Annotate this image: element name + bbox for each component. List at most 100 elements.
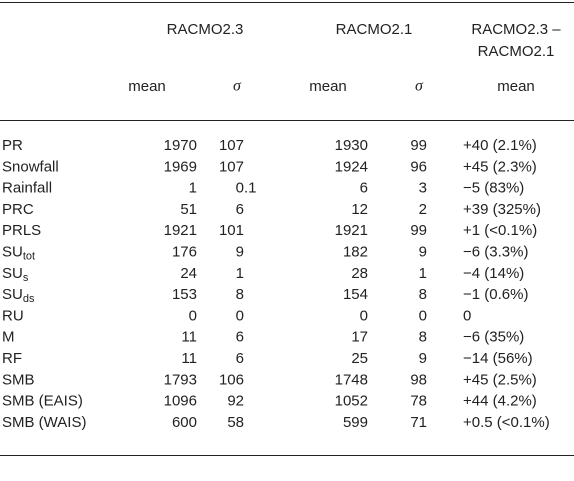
- cell: +1 (<0.1%): [463, 222, 537, 239]
- sub-header: σ: [233, 78, 242, 95]
- cell: 58: [227, 414, 244, 431]
- cell: 600: [172, 414, 197, 431]
- cell: 1921: [335, 222, 368, 239]
- cell: +40 (2.1%): [463, 137, 537, 154]
- cell: 0.1: [236, 180, 257, 197]
- row-label-text: SU: [2, 265, 23, 282]
- row-label: SMB: [2, 371, 35, 388]
- cell: 0: [236, 307, 244, 324]
- cell: 6: [236, 201, 244, 218]
- cell: 9: [236, 243, 244, 260]
- cell: 6: [236, 350, 244, 367]
- group-header: RACMO2.1: [336, 21, 413, 38]
- cell: 0: [463, 307, 471, 324]
- cell: 1052: [335, 393, 368, 410]
- cell: 24: [180, 265, 197, 282]
- cell: 101: [219, 222, 244, 239]
- group-header: RACMO2.1: [478, 43, 555, 60]
- row-label: SUtot: [2, 243, 35, 262]
- row-label-text: SMB (EAIS): [2, 393, 83, 410]
- cell: +45 (2.5%): [463, 371, 537, 388]
- group-header: RACMO2.3: [167, 21, 244, 38]
- cell: 9: [419, 243, 427, 260]
- cell: 182: [343, 243, 368, 260]
- row-label-text: Rainfall: [2, 180, 52, 197]
- cell: +0.5 (<0.1%): [463, 414, 550, 431]
- cell: 8: [419, 329, 427, 346]
- row-label: RU: [2, 307, 24, 324]
- row-label: PR: [2, 137, 23, 154]
- row-label-text: Snowfall: [2, 158, 59, 175]
- cell: 1: [236, 265, 244, 282]
- cell: 11: [181, 350, 197, 367]
- row-label: Rainfall: [2, 180, 52, 197]
- sub-header: mean: [309, 78, 347, 95]
- cell: 96: [410, 158, 427, 175]
- cell: 1969: [164, 158, 197, 175]
- cell: 71: [410, 414, 427, 431]
- cell: 1924: [335, 158, 368, 175]
- cell: 99: [410, 137, 427, 154]
- row-label-sub: ds: [23, 293, 35, 305]
- cell: 8: [236, 286, 244, 303]
- cell: 599: [343, 414, 368, 431]
- cell: 11: [181, 329, 197, 346]
- cell: −4 (14%): [463, 265, 524, 282]
- cell: +45 (2.3%): [463, 158, 537, 175]
- cell: 9: [419, 350, 427, 367]
- row-label: SUds: [2, 286, 35, 305]
- cell: 1: [189, 180, 197, 197]
- cell: 2: [419, 201, 427, 218]
- cell: 106: [219, 371, 244, 388]
- row-label: SMB (EAIS): [2, 393, 83, 410]
- row-label: RF: [2, 350, 22, 367]
- cell: 28: [351, 265, 368, 282]
- cell: 1970: [164, 137, 197, 154]
- row-label: PRLS: [2, 222, 41, 239]
- cell: 1793: [164, 371, 197, 388]
- row-label-text: RF: [2, 350, 22, 367]
- cell: 51: [180, 201, 197, 218]
- row-label: M: [2, 329, 15, 346]
- cell: 1921: [164, 222, 197, 239]
- cell: 99: [410, 222, 427, 239]
- row-label-text: SMB (WAIS): [2, 414, 86, 431]
- cell: 0: [360, 307, 368, 324]
- cell: 25: [351, 350, 368, 367]
- row-label-text: M: [2, 329, 15, 346]
- row-label-text: RU: [2, 307, 24, 324]
- cell: 1096: [164, 393, 197, 410]
- cell: 154: [343, 286, 368, 303]
- row-label-sub: tot: [23, 250, 35, 262]
- cell: 98: [410, 371, 427, 388]
- cell: 17: [351, 329, 368, 346]
- row-label: SMB (WAIS): [2, 414, 86, 431]
- row-label-sub: s: [23, 272, 29, 284]
- row-label-text: SU: [2, 286, 23, 303]
- cell: 6: [360, 180, 368, 197]
- cell: −1 (0.6%): [463, 286, 528, 303]
- cell: 6: [236, 329, 244, 346]
- row-label-text: PRC: [2, 201, 34, 218]
- row-label: SUs: [2, 265, 29, 284]
- cell: 78: [410, 393, 427, 410]
- cell: 8: [419, 286, 427, 303]
- row-label-text: PRLS: [2, 222, 41, 239]
- cell: 92: [227, 393, 244, 410]
- sub-header: mean: [497, 78, 535, 95]
- group-header: RACMO2.3 –: [471, 21, 561, 38]
- cell: −6 (3.3%): [463, 243, 528, 260]
- cell: 1748: [335, 371, 368, 388]
- cell: 1930: [335, 137, 368, 154]
- cell: −6 (35%): [463, 329, 524, 346]
- cell: 12: [351, 201, 368, 218]
- cell: 3: [419, 180, 427, 197]
- cell: 107: [219, 137, 244, 154]
- cell: +39 (325%): [463, 201, 541, 218]
- row-label-text: SU: [2, 243, 23, 260]
- cell: +44 (4.2%): [463, 393, 537, 410]
- cell: −14 (56%): [463, 350, 533, 367]
- row-label-text: PR: [2, 137, 23, 154]
- cell: 1: [419, 265, 427, 282]
